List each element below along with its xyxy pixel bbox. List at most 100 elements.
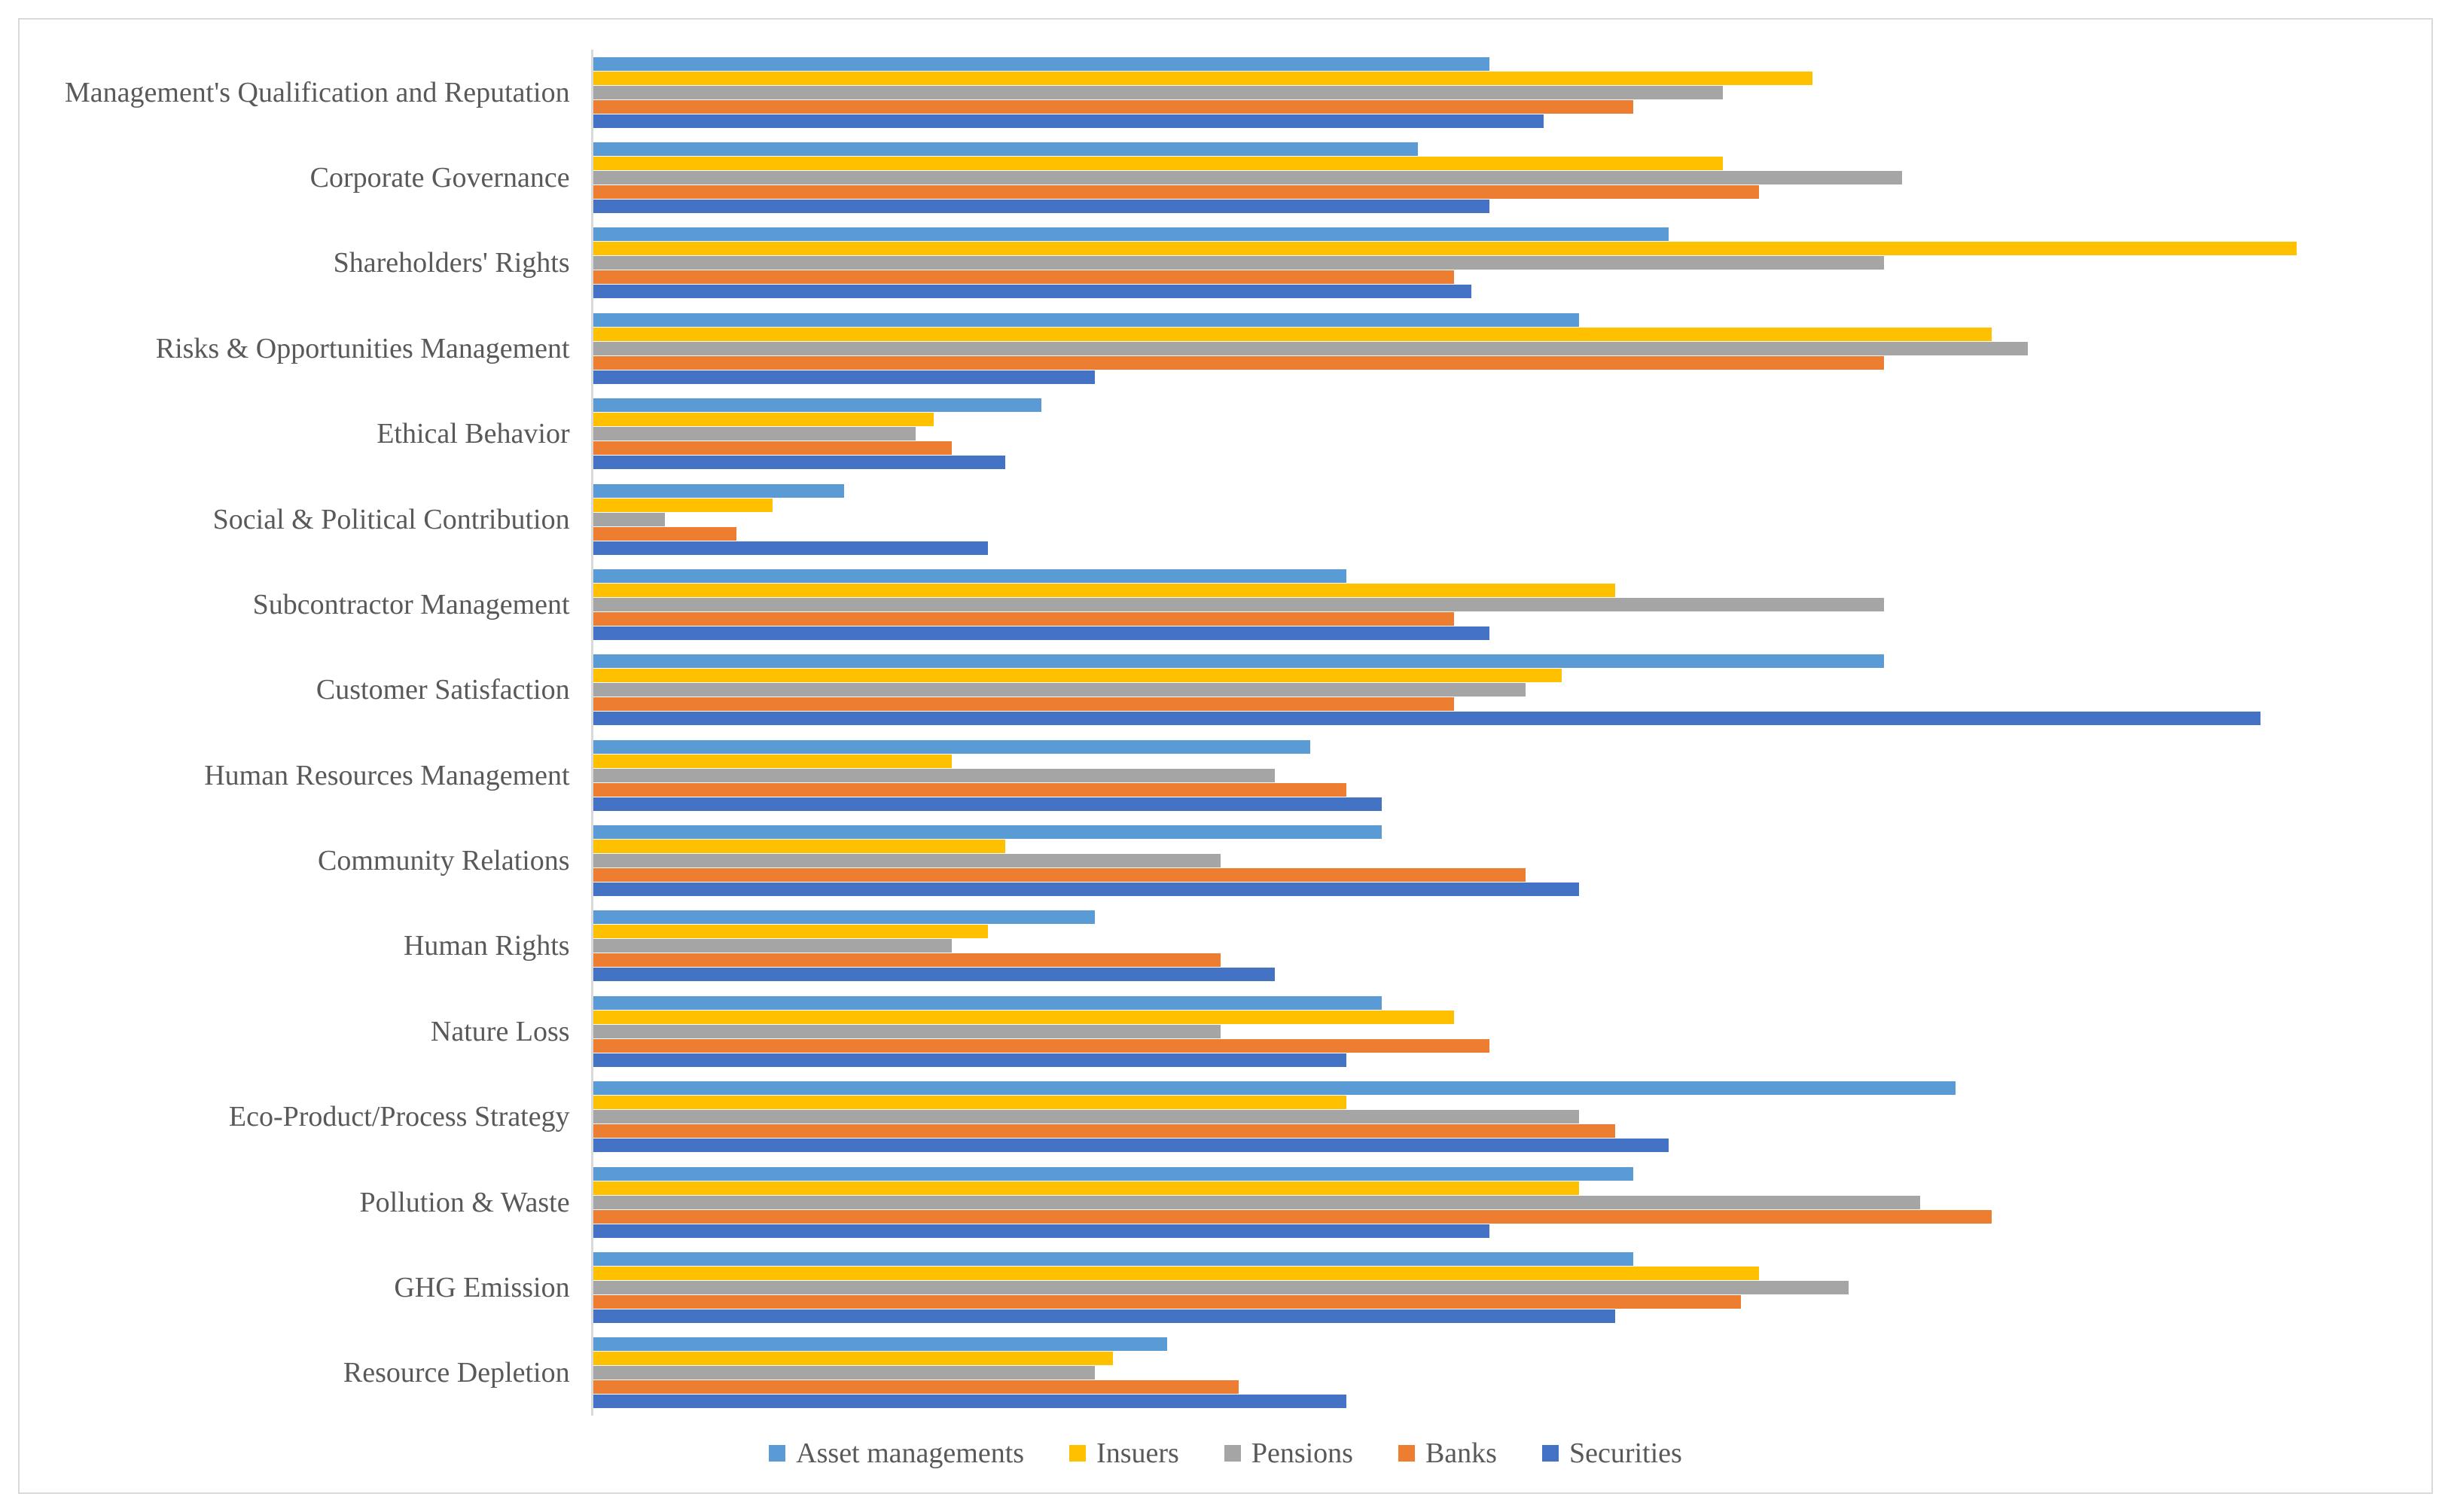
bar <box>593 427 916 440</box>
bar <box>593 328 1992 341</box>
bar <box>593 939 952 953</box>
y-axis-label: Corporate Governance <box>65 161 570 194</box>
chart-border: Management's Qualification and Reputatio… <box>18 18 2433 1494</box>
bar <box>593 1380 1239 1394</box>
chart-area: Management's Qualification and Reputatio… <box>65 50 2386 1416</box>
bar <box>593 840 1006 853</box>
bar <box>593 200 1490 213</box>
bar <box>593 86 1723 99</box>
bar-group <box>593 398 2386 470</box>
legend-label: Asset managements <box>796 1437 1024 1470</box>
legend-swatch <box>1542 1445 1559 1462</box>
y-axis-labels: Management's Qualification and Reputatio… <box>65 50 591 1416</box>
bar <box>593 185 1759 199</box>
bar <box>593 825 1382 839</box>
bar <box>593 769 1275 782</box>
bar <box>593 498 773 512</box>
bar <box>593 256 1885 270</box>
bar-group <box>593 1251 2386 1323</box>
bar <box>593 541 988 555</box>
bar <box>593 1352 1114 1365</box>
bar <box>593 1039 1490 1053</box>
y-axis-label: Risks & Opportunities Management <box>65 332 570 365</box>
bar <box>593 1124 1615 1138</box>
y-axis-label: Social & Political Contribution <box>65 503 570 536</box>
bar <box>593 712 2261 725</box>
bar <box>593 925 988 938</box>
bar <box>593 313 1580 327</box>
bar <box>593 1011 1454 1024</box>
legend-label: Insuers <box>1096 1437 1179 1470</box>
y-axis-label: Eco-Product/Process Strategy <box>65 1100 570 1133</box>
bar <box>593 1366 1096 1379</box>
bar <box>593 1224 1490 1238</box>
bar <box>593 910 1096 924</box>
bar <box>593 669 1562 682</box>
y-axis-label: Community Relations <box>65 844 570 877</box>
bar <box>593 1053 1346 1067</box>
bar <box>593 142 1418 156</box>
bar <box>593 1025 1221 1038</box>
y-axis-label: Human Resources Management <box>65 759 570 792</box>
y-axis-label: Shareholders' Rights <box>65 246 570 279</box>
bar <box>593 1267 1759 1280</box>
legend-item: Pensions <box>1224 1437 1353 1470</box>
bar <box>593 484 844 498</box>
bar <box>593 227 1669 241</box>
bar <box>593 285 1472 298</box>
bar <box>593 270 1454 284</box>
bar <box>593 754 952 768</box>
bar-group <box>593 483 2386 555</box>
legend-item: Banks <box>1398 1437 1497 1470</box>
legend-label: Securities <box>1569 1437 1682 1470</box>
bar <box>593 1110 1580 1123</box>
bar <box>593 683 1526 697</box>
legend-swatch <box>1069 1445 1086 1462</box>
bar-group <box>593 56 2386 128</box>
y-axis-label: Management's Qualification and Reputatio… <box>65 76 570 109</box>
bar <box>593 697 1454 711</box>
bar <box>593 996 1382 1010</box>
legend-item: Securities <box>1542 1437 1682 1470</box>
y-axis-label: Resource Depletion <box>65 1356 570 1389</box>
bar-group <box>593 910 2386 982</box>
legend-swatch <box>769 1445 785 1462</box>
bar <box>593 626 1490 640</box>
legend: Asset managements Insuers Pensions Banks Sec… <box>65 1416 2386 1470</box>
bar <box>593 883 1580 896</box>
legend-item: Insuers <box>1069 1437 1179 1470</box>
bar <box>593 114 1544 128</box>
plot-area <box>591 50 2386 1416</box>
bar <box>593 654 1885 668</box>
bar-group <box>593 1337 2386 1409</box>
bar <box>593 356 1885 370</box>
bar <box>593 783 1346 797</box>
bar <box>593 157 1723 170</box>
bar <box>593 413 934 426</box>
bar <box>593 797 1382 811</box>
bar <box>593 441 952 455</box>
bar-group <box>593 312 2386 384</box>
bar <box>593 1167 1633 1181</box>
bar <box>593 1337 1167 1351</box>
bar <box>593 398 1041 412</box>
bar <box>593 1252 1633 1266</box>
bar <box>593 100 1633 114</box>
legend-swatch <box>1398 1445 1415 1462</box>
bar <box>593 527 737 541</box>
bar <box>593 1196 1920 1209</box>
bar <box>593 370 1096 384</box>
bar <box>593 968 1275 981</box>
bar <box>593 1181 1580 1195</box>
chart-frame: Management's Qualification and Reputatio… <box>0 0 2451 1512</box>
legend-swatch <box>1224 1445 1241 1462</box>
bar-group <box>593 569 2386 640</box>
bar-group <box>593 825 2386 897</box>
bar <box>593 1210 1992 1224</box>
legend-label: Banks <box>1425 1437 1497 1470</box>
legend-label: Pensions <box>1251 1437 1353 1470</box>
bar-group <box>593 1166 2386 1238</box>
legend-item: Asset managements <box>769 1437 1024 1470</box>
bar <box>593 1281 1849 1294</box>
bar <box>593 1395 1346 1408</box>
